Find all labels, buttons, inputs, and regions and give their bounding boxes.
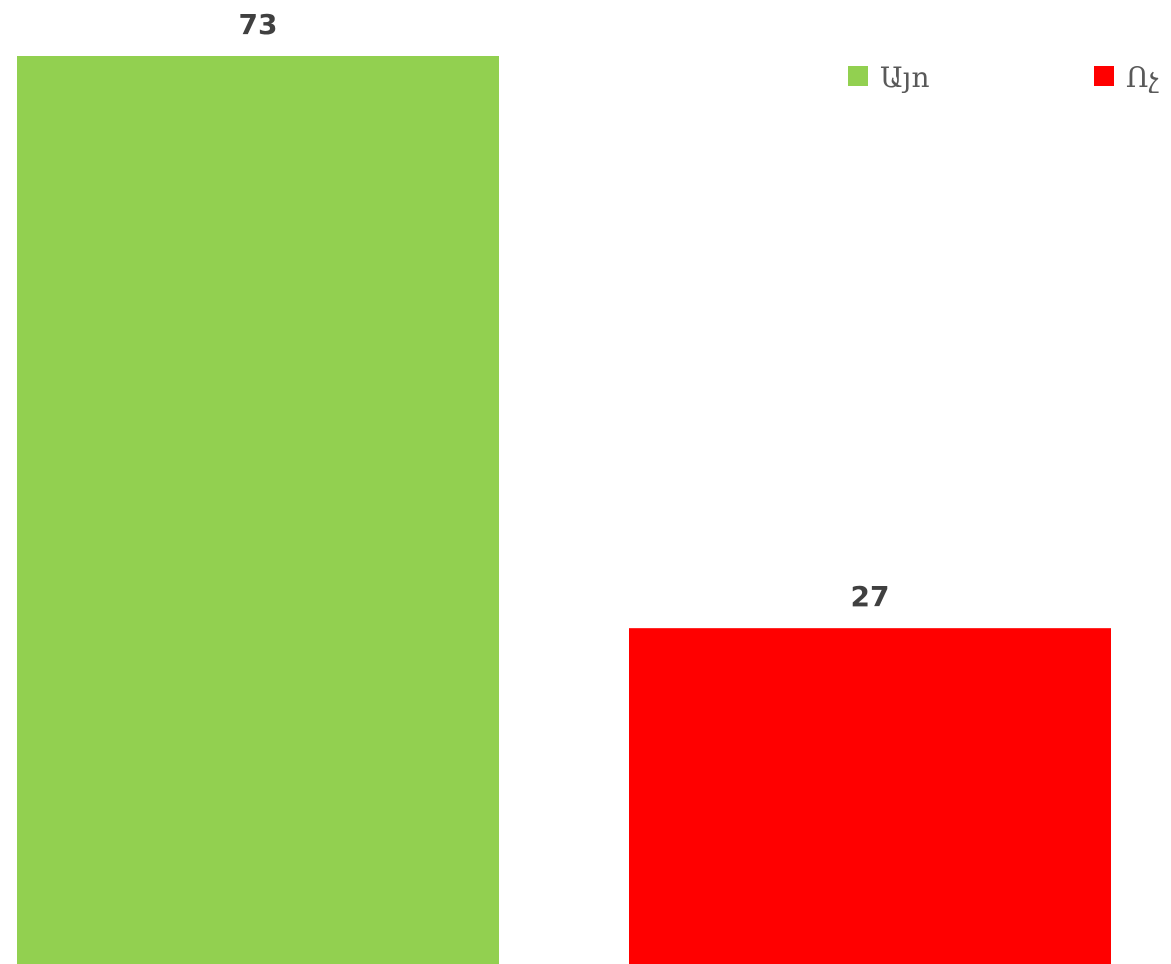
legend-label-2: Ոչ	[1126, 61, 1159, 94]
legend-item-2: Ոչ	[1094, 61, 1159, 94]
legend-item-1: Այո	[848, 61, 930, 94]
bar-1	[17, 56, 499, 964]
legend: Այո Ոչ	[848, 61, 1159, 94]
data-label-1: 73	[239, 8, 278, 41]
data-labels-group: 73 27	[239, 8, 890, 613]
data-label-2: 27	[851, 580, 890, 613]
bar-2	[629, 628, 1111, 964]
bars-group	[17, 56, 1111, 964]
legend-swatch-1	[848, 66, 868, 86]
legend-label-1: Այո	[880, 61, 930, 94]
legend-swatch-2	[1094, 66, 1114, 86]
